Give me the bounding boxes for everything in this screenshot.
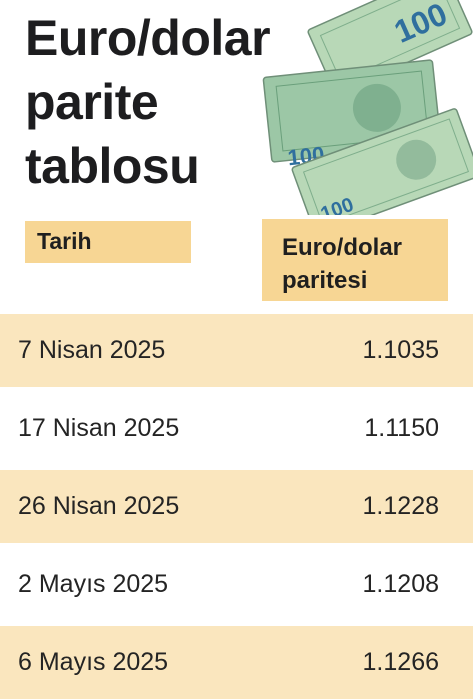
title-line-2: parite: [25, 74, 159, 130]
date-cell: 2 Mayıs 2025: [18, 570, 169, 598]
table-row: 26 Nisan 2025 1.1228: [0, 470, 473, 543]
rate-cell: 1.1150: [364, 414, 439, 442]
table-row: 17 Nisan 2025 1.1150: [0, 392, 473, 465]
column-header-rate-line-1: Euro/dolar: [282, 234, 403, 261]
table-row: 7 Nisan 2025 1.1035: [0, 314, 473, 387]
rate-cell: 1.1035: [362, 336, 439, 364]
date-cell: 26 Nisan 2025: [18, 492, 180, 520]
column-header-rate: Euro/dolar paritesi: [262, 219, 448, 301]
rate-cell: 1.1266: [362, 648, 439, 676]
column-header-rate-line-2: paritesi: [282, 267, 368, 294]
column-header-date: Tarih: [25, 221, 191, 263]
date-cell: 6 Mayıs 2025: [18, 648, 169, 676]
date-cell: 7 Nisan 2025: [18, 336, 166, 364]
page-title: Euro/dolar parite tablosu: [25, 6, 365, 198]
header: Euro/dolar parite tablosu 100 100 100 Ta…: [0, 0, 473, 314]
rate-cell: 1.1208: [362, 570, 439, 598]
table-row: 2 Mayıs 2025 1.1208: [0, 548, 473, 621]
banknotes-icon: 100 100 100: [262, 0, 473, 215]
title-line-3: tablosu: [25, 138, 200, 194]
title-line-1: Euro/dolar: [25, 10, 271, 66]
date-cell: 17 Nisan 2025: [18, 414, 180, 442]
rate-cell: 1.1228: [362, 492, 439, 520]
table-row: 6 Mayıs 2025 1.1266: [0, 626, 473, 699]
rates-table: 7 Nisan 2025 1.1035 17 Nisan 2025 1.1150…: [0, 314, 473, 700]
